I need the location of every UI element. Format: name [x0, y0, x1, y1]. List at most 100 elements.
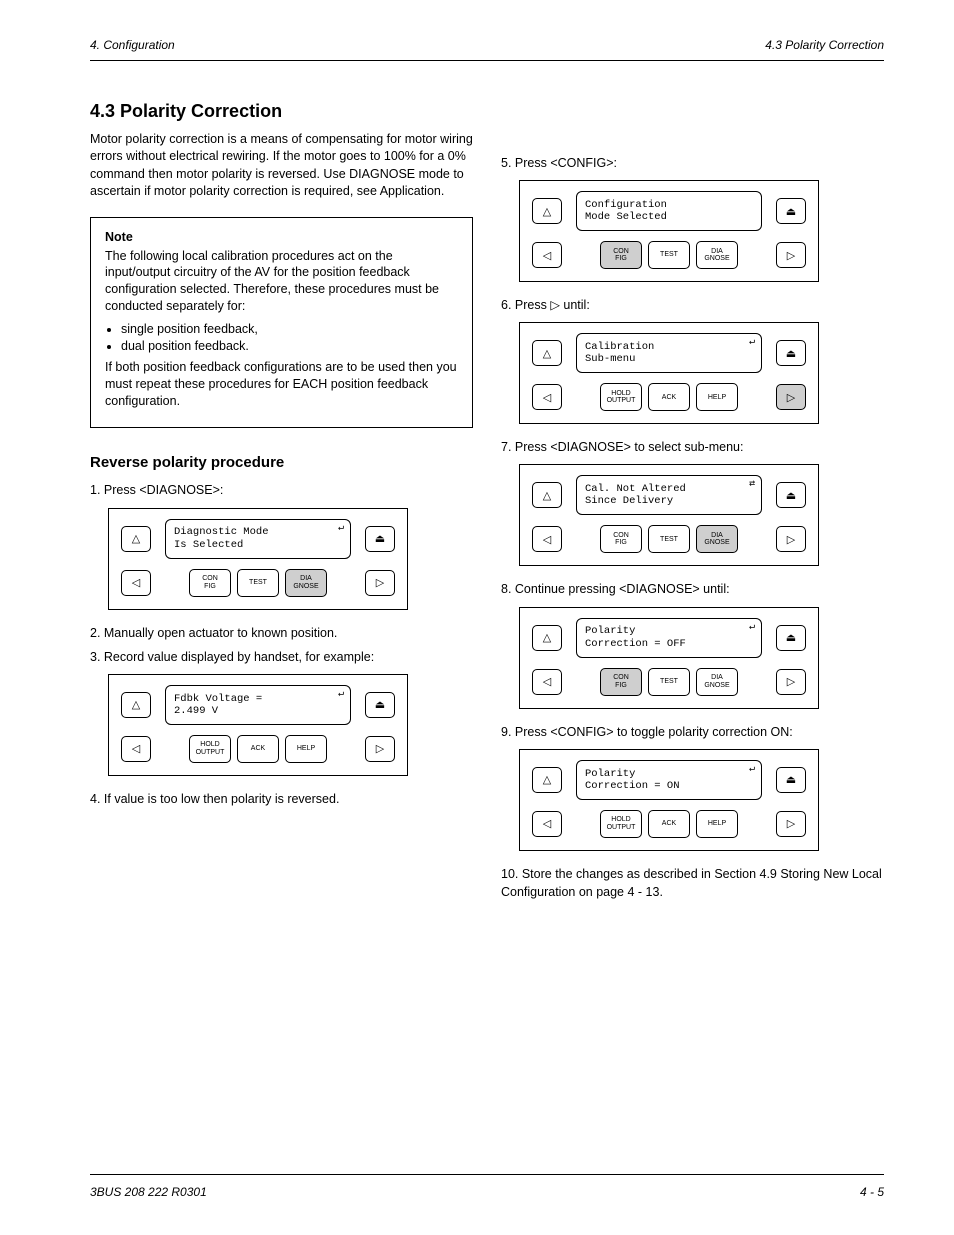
- diagnose-button[interactable]: DIAGNOSE: [285, 569, 327, 597]
- help-button[interactable]: HELP: [285, 735, 327, 763]
- note-list: single position feedback, dual position …: [121, 321, 458, 355]
- test-button[interactable]: TEST: [237, 569, 279, 597]
- config-button[interactable]: CONFIG: [600, 241, 642, 269]
- lcd-line1: Configuration: [585, 199, 753, 211]
- right-button[interactable]: ▷: [365, 736, 395, 762]
- diagnose-button[interactable]: DIAGNOSE: [696, 525, 738, 553]
- lcd-line1: Fdbk Voltage =: [174, 693, 342, 705]
- lcd-line2: 2.499 V: [174, 705, 342, 717]
- config-button[interactable]: CONFIG: [189, 569, 231, 597]
- hold-button[interactable]: HOLDOUTPUT: [189, 735, 231, 763]
- handset-panel-1: △ ↵ Diagnostic Mode Is Selected ⏏ ◁ CONF…: [108, 508, 408, 610]
- handset-panel-8: △ ↵ Polarity Correction = OFF ⏏ ◁ CONFIG…: [519, 607, 819, 709]
- lcd-corner-icon: ⇄: [749, 479, 755, 491]
- ack-button[interactable]: ACK: [648, 383, 690, 411]
- hold-button[interactable]: HOLDOUTPUT: [600, 383, 642, 411]
- up-button[interactable]: △: [532, 767, 562, 793]
- test-button[interactable]: TEST: [648, 668, 690, 696]
- up-button[interactable]: △: [121, 692, 151, 718]
- mid-buttons: HOLDOUTPUT ACK HELP: [600, 383, 738, 411]
- lcd-line2: Is Selected: [174, 539, 342, 551]
- diagnose-button[interactable]: DIAGNOSE: [696, 241, 738, 269]
- right-button[interactable]: ▷: [776, 526, 806, 552]
- hold-button[interactable]: HOLDOUTPUT: [600, 810, 642, 838]
- config-button[interactable]: CONFIG: [600, 525, 642, 553]
- ack-button[interactable]: ACK: [237, 735, 279, 763]
- lcd-corner-icon: ↵: [749, 764, 755, 776]
- mid-buttons: CONFIG TEST DIAGNOSE: [600, 525, 738, 553]
- eject-button[interactable]: ⏏: [365, 692, 395, 718]
- lcd-line2: Sub-menu: [585, 353, 753, 365]
- lcd-line2: Correction = OFF: [585, 638, 753, 650]
- ack-button[interactable]: ACK: [648, 810, 690, 838]
- test-button[interactable]: TEST: [648, 241, 690, 269]
- header-left: 4. Configuration: [90, 38, 175, 52]
- lcd-line1: Calibration: [585, 341, 753, 353]
- step-3: 3. Record value displayed by handset, fo…: [90, 648, 473, 666]
- up-button[interactable]: △: [532, 340, 562, 366]
- help-button[interactable]: HELP: [696, 810, 738, 838]
- step-9: 9. Press <CONFIG> to toggle polarity cor…: [501, 723, 884, 741]
- left-button[interactable]: ◁: [532, 669, 562, 695]
- handset-panel-9: △ ↵ Polarity Correction = ON ⏏ ◁ HOLDOUT…: [519, 749, 819, 851]
- eject-button[interactable]: ⏏: [776, 482, 806, 508]
- step-10: 10. Store the changes as described in Se…: [501, 865, 884, 901]
- lcd-line2: Since Delivery: [585, 495, 753, 507]
- bottom-rule: [90, 1174, 884, 1175]
- lcd-display: ↵ Diagnostic Mode Is Selected: [165, 519, 351, 559]
- lcd-display: ⇄ Cal. Not Altered Since Delivery: [576, 475, 762, 515]
- right-button[interactable]: ▷: [776, 384, 806, 410]
- mid-buttons: CONFIG TEST DIAGNOSE: [600, 668, 738, 696]
- config-button[interactable]: CONFIG: [600, 668, 642, 696]
- section-title: 4.3 Polarity Correction: [90, 100, 473, 123]
- handset-panel-2: △ ↵ Fdbk Voltage = 2.499 V ⏏ ◁ HOLDOUTPU…: [108, 674, 408, 776]
- left-button[interactable]: ◁: [121, 570, 151, 596]
- note-p2: If both position feedback configurations…: [105, 359, 458, 410]
- up-button[interactable]: △: [121, 526, 151, 552]
- note-p1: The following local calibration procedur…: [105, 248, 458, 316]
- header-right: 4.3 Polarity Correction: [765, 38, 884, 52]
- eject-button[interactable]: ⏏: [776, 767, 806, 793]
- note-li1: single position feedback,: [121, 321, 458, 338]
- lcd-display: Configuration Mode Selected: [576, 191, 762, 231]
- lcd-corner-icon: ↵: [749, 622, 755, 634]
- step-7: 7. Press <DIAGNOSE> to select sub-menu:: [501, 438, 884, 456]
- eject-button[interactable]: ⏏: [365, 526, 395, 552]
- lcd-corner-icon: ↵: [338, 523, 344, 535]
- running-header: 4. Configuration 4.3 Polarity Correction: [90, 38, 884, 52]
- lcd-display: ↵ Polarity Correction = OFF: [576, 618, 762, 658]
- up-button[interactable]: △: [532, 198, 562, 224]
- footer: 3BUS 208 222 R0301 4 - 5: [90, 1185, 884, 1199]
- footer-right: 4 - 5: [860, 1185, 884, 1199]
- top-rule: [90, 60, 884, 61]
- eject-button[interactable]: ⏏: [776, 198, 806, 224]
- step-1: 1. Press <DIAGNOSE>:: [90, 481, 473, 499]
- right-button[interactable]: ▷: [365, 570, 395, 596]
- right-button[interactable]: ▷: [776, 811, 806, 837]
- test-button[interactable]: TEST: [648, 525, 690, 553]
- lcd-line2: Correction = ON: [585, 780, 753, 792]
- help-button[interactable]: HELP: [696, 383, 738, 411]
- up-button[interactable]: △: [532, 482, 562, 508]
- handset-panel-5: △ Configuration Mode Selected ⏏ ◁ CONFIG…: [519, 180, 819, 282]
- mid-buttons: HOLDOUTPUT ACK HELP: [189, 735, 327, 763]
- diagnose-button[interactable]: DIAGNOSE: [696, 668, 738, 696]
- lcd-display: ↵ Polarity Correction = ON: [576, 760, 762, 800]
- left-button[interactable]: ◁: [532, 242, 562, 268]
- step-2: 2. Manually open actuator to known posit…: [90, 624, 473, 642]
- right-column: 5. Press <CONFIG>: △ Configuration Mode …: [501, 90, 884, 1145]
- left-button[interactable]: ◁: [532, 384, 562, 410]
- left-button[interactable]: ◁: [532, 811, 562, 837]
- eject-button[interactable]: ⏏: [776, 340, 806, 366]
- eject-button[interactable]: ⏏: [776, 625, 806, 651]
- right-button[interactable]: ▷: [776, 242, 806, 268]
- right-button[interactable]: ▷: [776, 669, 806, 695]
- up-button[interactable]: △: [532, 625, 562, 651]
- step-5: 5. Press <CONFIG>:: [501, 154, 884, 172]
- left-button[interactable]: ◁: [532, 526, 562, 552]
- handset-panel-6: △ ↵ Calibration Sub-menu ⏏ ◁ HOLDOUTPUT …: [519, 322, 819, 424]
- mid-buttons: CONFIG TEST DIAGNOSE: [600, 241, 738, 269]
- step-6: 6. Press ▷ until:: [501, 296, 884, 314]
- lcd-display: ↵ Calibration Sub-menu: [576, 333, 762, 373]
- left-button[interactable]: ◁: [121, 736, 151, 762]
